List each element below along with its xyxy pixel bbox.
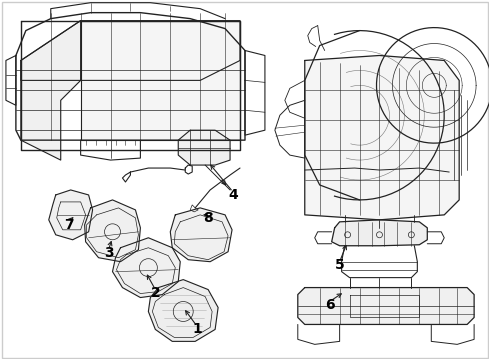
Polygon shape bbox=[305, 55, 459, 220]
Text: 1: 1 bbox=[192, 323, 202, 337]
Polygon shape bbox=[113, 238, 180, 298]
Polygon shape bbox=[332, 220, 427, 246]
Text: 8: 8 bbox=[203, 211, 213, 225]
Polygon shape bbox=[21, 21, 81, 160]
Polygon shape bbox=[81, 21, 240, 140]
Polygon shape bbox=[178, 130, 230, 165]
Polygon shape bbox=[298, 288, 474, 324]
Text: 4: 4 bbox=[228, 188, 238, 202]
Polygon shape bbox=[148, 280, 218, 341]
Text: 6: 6 bbox=[325, 297, 335, 311]
Polygon shape bbox=[21, 21, 240, 80]
Text: 5: 5 bbox=[335, 258, 344, 272]
Text: 2: 2 bbox=[150, 285, 160, 300]
Text: 3: 3 bbox=[104, 246, 113, 260]
Text: 7: 7 bbox=[64, 218, 74, 232]
Polygon shape bbox=[49, 190, 93, 240]
Polygon shape bbox=[171, 208, 232, 262]
Polygon shape bbox=[85, 200, 141, 262]
